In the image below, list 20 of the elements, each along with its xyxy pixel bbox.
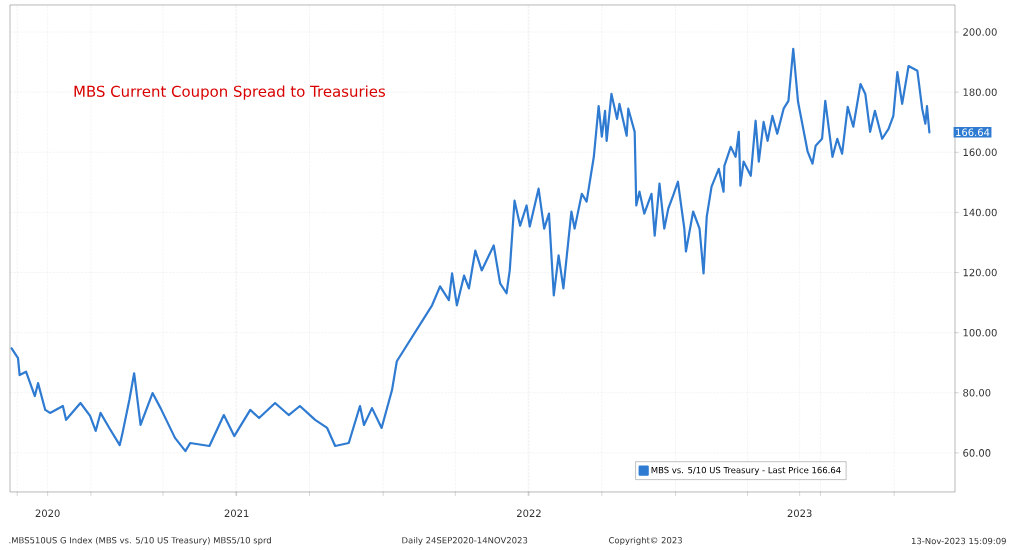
- y-tick-label: 140.00: [963, 208, 997, 217]
- text: Daily 24SEP2020-14NOV2023: [402, 536, 528, 546]
- y-tick-label: 60.00: [963, 449, 991, 457]
- legend-label: MBS vs. 5/10 US Treasury - Last Price 166.64: [651, 466, 841, 475]
- y-tick-label: 160.00: [963, 148, 997, 157]
- x-tick-label: 2021: [224, 509, 249, 518]
- y-tick-label: 100.00: [963, 328, 997, 337]
- text: MBS Current Coupon Spread to Treasuries: [74, 85, 386, 100]
- text: .MBS510US G Index (MBS vs. 5/10 US Treasury) MBS5/10 sprd: [9, 536, 271, 546]
- x-tick-label: 2023: [787, 509, 812, 518]
- annotation: 166.64: [956, 128, 990, 137]
- y-tick-label: 200.00: [963, 28, 997, 36]
- y-tick-label: 80.00: [963, 389, 991, 397]
- x-tick-label: 2020: [35, 509, 60, 518]
- text: 13-Nov-2023 15:09:09: [911, 537, 1006, 545]
- y-tick-label: 120.00: [963, 268, 997, 277]
- x-tick-label: 2022: [517, 509, 541, 518]
- y-tick-label: 180.00: [963, 88, 997, 96]
- text: Copyright© 2023: [608, 536, 682, 546]
- line-series: [10, 47, 931, 453]
